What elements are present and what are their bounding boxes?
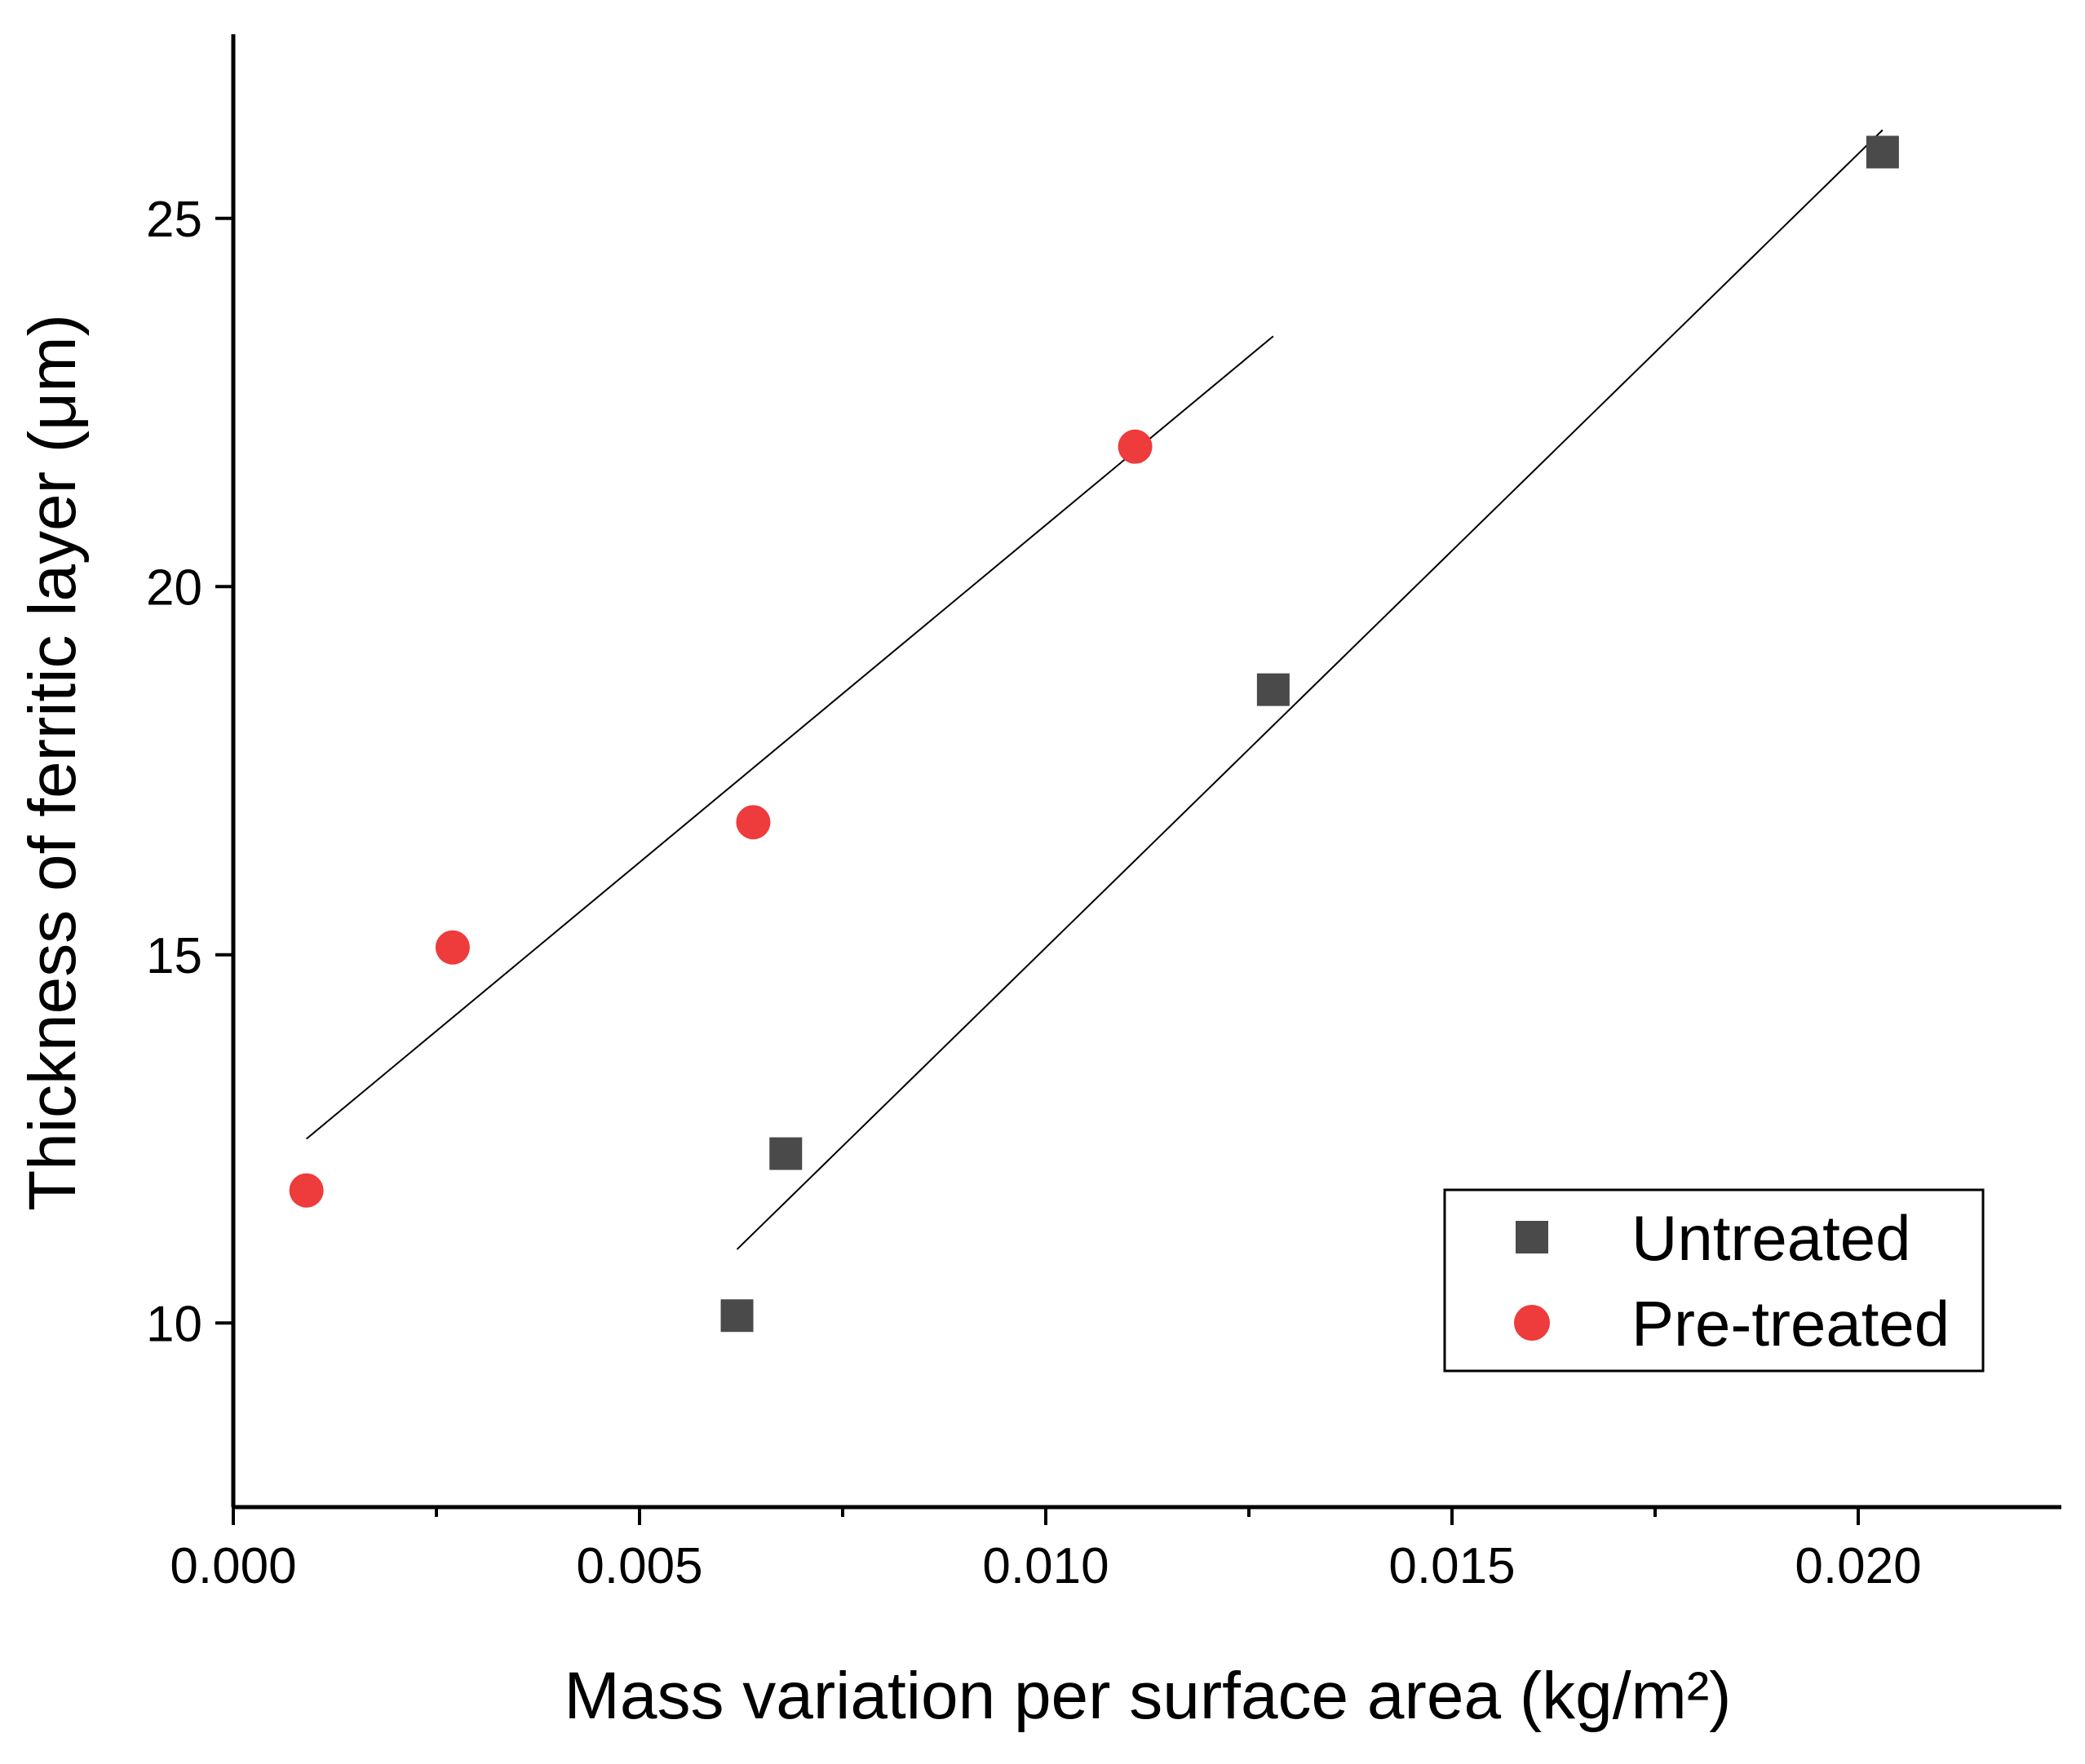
y-tick-label: 15 xyxy=(146,928,202,984)
x-axis-title: Mass variation per surface area (kg/m²) xyxy=(564,1659,1732,1733)
point-untreated xyxy=(769,1137,803,1170)
legend: Untreated Pre-treated xyxy=(1443,1188,1985,1373)
x-tick-label: 0.015 xyxy=(1388,1538,1515,1594)
x-tick-label: 0.020 xyxy=(1795,1538,1921,1594)
y-tick-label: 10 xyxy=(146,1296,202,1352)
data-points xyxy=(289,135,1899,1333)
legend-label-untreated: Untreated xyxy=(1631,1202,1911,1274)
point-untreated xyxy=(720,1299,754,1333)
legend-marker-pre-treated xyxy=(1514,1305,1550,1341)
x-tick-label: 0.000 xyxy=(170,1538,296,1594)
point-pre-treated xyxy=(1118,429,1153,464)
point-pre-treated xyxy=(435,930,470,965)
legend-label-pre-treated: Pre-treated xyxy=(1631,1288,1950,1359)
y-tick-label: 25 xyxy=(146,192,202,248)
fit-line-untreated xyxy=(736,129,1884,1250)
point-untreated xyxy=(1866,135,1899,169)
x-axis-ticks: 0.000 0.005 0.010 0.015 0.020 xyxy=(170,1507,1922,1594)
y-tick-label: 20 xyxy=(146,559,202,616)
x-tick-label: 0.005 xyxy=(576,1538,702,1594)
point-pre-treated xyxy=(289,1173,324,1208)
plot-frame xyxy=(231,34,2061,1510)
legend-box xyxy=(1443,1188,1985,1373)
legend-marker-untreated xyxy=(1516,1221,1548,1253)
y-axis-title: Thickness of ferritic layer (μm) xyxy=(15,314,90,1211)
fit-lines xyxy=(306,129,1884,1250)
x-tick-label: 0.010 xyxy=(982,1538,1109,1594)
fit-line-pre-treated xyxy=(306,335,1274,1140)
point-pre-treated xyxy=(736,805,771,840)
y-axis-ticks: 10 15 20 25 xyxy=(146,192,233,1352)
point-untreated xyxy=(1256,673,1290,706)
